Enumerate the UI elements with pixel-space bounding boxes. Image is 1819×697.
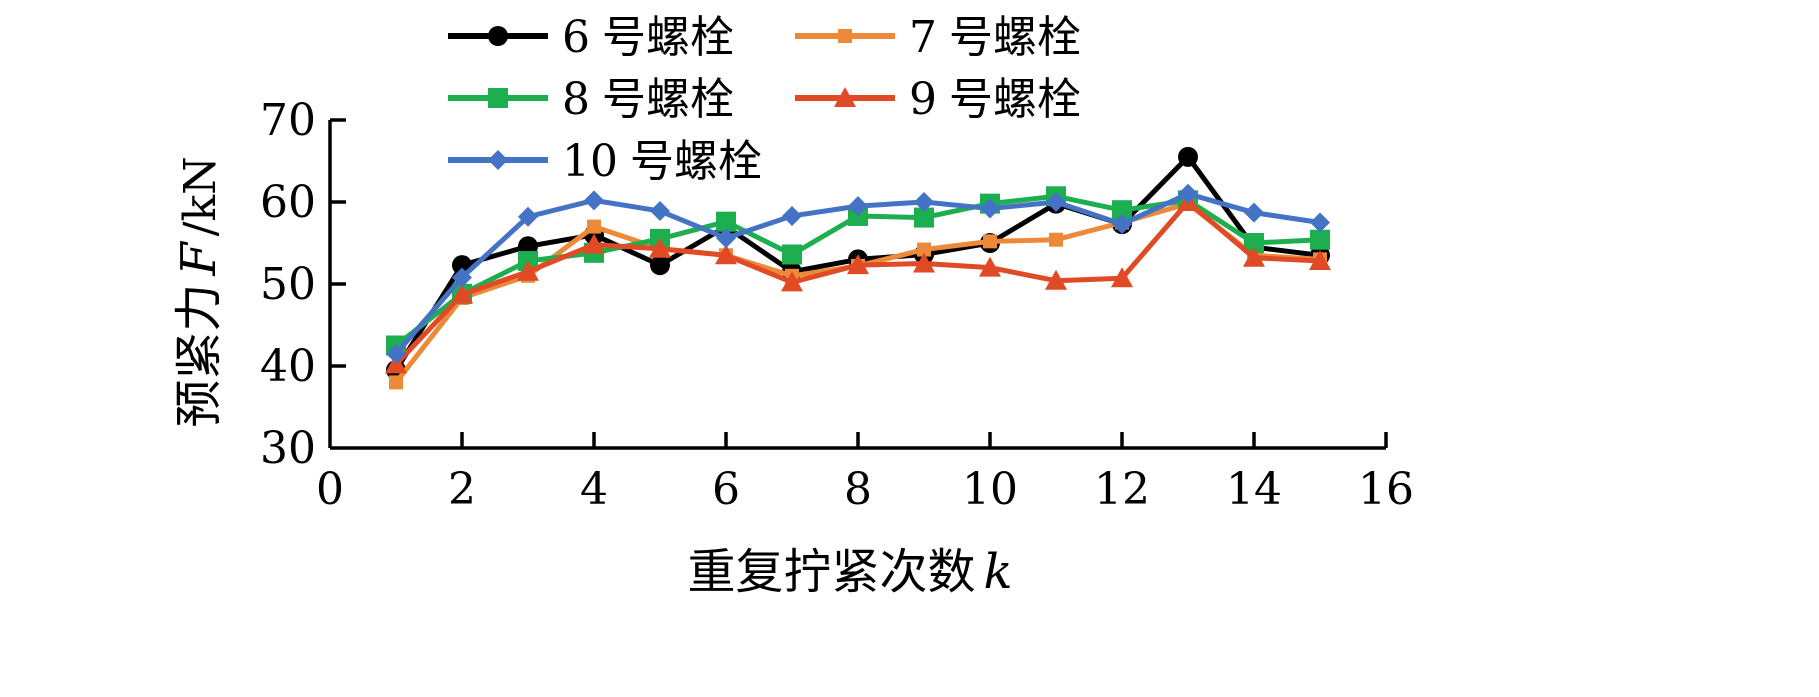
legend-swatch-marker (488, 88, 508, 108)
legend-label: 7 号螺栓 (909, 12, 1081, 63)
y-tick-label: 30 (260, 423, 316, 474)
x-tick-label: 6 (712, 464, 740, 515)
x-tick-label: 2 (448, 464, 476, 515)
series-point-10 (914, 192, 934, 212)
series-9 (385, 191, 1331, 374)
series-point-9 (781, 271, 803, 292)
x-axis-title: 重复拧紧次数 k (687, 544, 1012, 600)
series-point-10 (452, 267, 472, 288)
series-point-10 (848, 196, 868, 217)
x-tick-label: 16 (1358, 464, 1414, 515)
x-axis-title-text: 重复拧紧次数 (687, 544, 975, 600)
y-tick-label: 60 (260, 177, 316, 228)
legend-item-7: 7 号螺栓 (795, 12, 1081, 63)
y-tick-label: 70 (260, 95, 316, 146)
x-tick-label: 4 (580, 464, 608, 515)
series-point-8 (914, 207, 934, 228)
plot-area (385, 146, 1331, 390)
series-point-10 (782, 205, 802, 226)
legend-label: 8 号螺栓 (562, 74, 734, 125)
legend-item-6: 6 号螺栓 (448, 12, 734, 63)
y-tick-label: 40 (260, 341, 316, 392)
legend-label-text: 号螺栓 (602, 74, 734, 125)
legend-label-number: 9 (909, 74, 937, 125)
series-10 (386, 183, 1330, 364)
series-point-10 (1244, 202, 1264, 223)
x-tick-label: 10 (962, 464, 1018, 515)
series-point-8 (782, 244, 802, 265)
legend-label-text: 号螺栓 (630, 136, 762, 187)
legend-label: 10 号螺栓 (562, 136, 762, 187)
series-point-10 (1310, 212, 1330, 233)
series-point-6 (1178, 146, 1198, 167)
legend-swatch-marker (834, 87, 856, 107)
series-point-9 (451, 283, 473, 304)
series-point-6 (650, 255, 670, 276)
series-point-9 (979, 256, 1001, 277)
x-axis-variable: k (983, 544, 1012, 600)
y-axis-title-text: 预紧力 (171, 284, 227, 428)
legend-swatch-marker (488, 26, 508, 46)
legend-label: 9 号螺栓 (909, 74, 1081, 125)
series-point-9 (847, 254, 869, 275)
axes: 0 2 4 6 8 10 12 14 16 30 40 50 60 70 (260, 95, 1414, 515)
x-tick-label: 8 (844, 464, 872, 515)
series-point-8 (716, 211, 736, 232)
series-point-8 (1310, 229, 1330, 250)
x-ticks: 0 2 4 6 8 10 12 14 16 (316, 432, 1414, 515)
series-point-7 (983, 234, 997, 249)
legend-label-text: 号螺栓 (602, 12, 734, 63)
series-point-9 (1309, 250, 1331, 271)
legend-label: 6 号螺栓 (562, 12, 734, 63)
series-point-9 (913, 252, 935, 273)
series-point-9 (715, 244, 737, 265)
series-point-10 (518, 206, 538, 227)
legend-item-8: 8 号螺栓 (448, 74, 734, 125)
series-line-9 (393, 199, 1323, 367)
x-tick-label: 12 (1094, 464, 1150, 515)
legend-label-text: 号螺栓 (949, 74, 1081, 125)
series-point-7 (389, 375, 403, 390)
series-point-10 (650, 201, 670, 222)
legend-swatch-marker (488, 150, 508, 170)
y-ticks: 30 40 50 60 70 (260, 95, 346, 474)
series-point-8 (1112, 200, 1132, 221)
y-axis-variable: F (171, 241, 227, 277)
series-point-7 (917, 242, 931, 257)
series-point-10 (716, 228, 736, 249)
series-point-7 (587, 219, 601, 234)
legend-label-number: 8 (562, 74, 590, 125)
x-tick-label: 0 (316, 464, 344, 515)
legend-item-10: 10 号螺栓 (448, 136, 762, 187)
series-point-9 (583, 233, 605, 254)
x-tick-label: 14 (1226, 464, 1282, 515)
y-axis-unit: /kN (175, 156, 226, 236)
legend-label-number: 6 (562, 12, 590, 63)
series-point-10 (1046, 192, 1066, 212)
series-point-9 (1045, 269, 1067, 290)
series-point-10 (584, 190, 604, 211)
series-point-8 (1244, 233, 1264, 253)
legend-swatch-marker (838, 29, 852, 43)
series-point-10 (386, 343, 406, 364)
legend-label-text: 号螺栓 (949, 12, 1081, 63)
series-point-7 (1049, 232, 1063, 247)
y-axis-title: 预紧力 F/kN (171, 156, 227, 427)
series-point-10 (1178, 183, 1198, 204)
legend-item-9: 9 号螺栓 (795, 74, 1081, 125)
y-tick-label: 50 (260, 259, 316, 310)
legend-label-number: 7 (909, 12, 937, 63)
series-point-10 (980, 198, 1000, 219)
series-point-9 (1111, 267, 1133, 288)
legend-label-number: 10 (562, 136, 618, 187)
series-point-9 (517, 260, 539, 281)
series-point-9 (649, 237, 671, 258)
series-line-7 (393, 201, 1323, 385)
series-point-10 (1112, 214, 1132, 235)
series-point-9 (1243, 246, 1265, 267)
